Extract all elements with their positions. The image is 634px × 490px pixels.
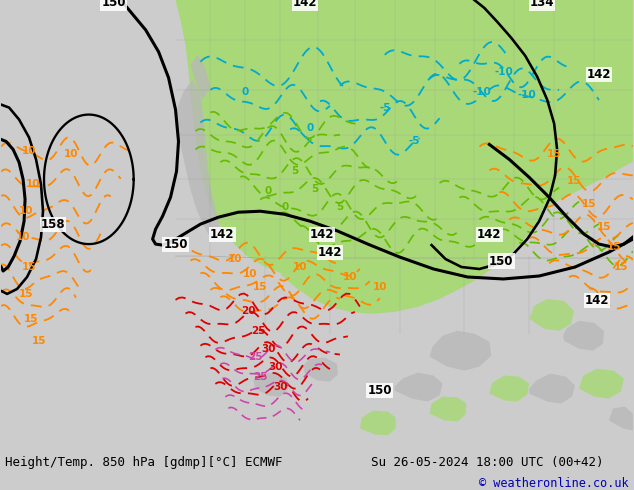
Polygon shape (303, 358, 338, 382)
Text: 15: 15 (24, 314, 38, 324)
Polygon shape (176, 80, 221, 241)
Text: 10: 10 (373, 282, 387, 292)
Text: © weatheronline.co.uk: © weatheronline.co.uk (479, 477, 629, 490)
Text: 142: 142 (585, 294, 609, 307)
Text: 15: 15 (567, 176, 581, 186)
Polygon shape (489, 376, 529, 401)
Polygon shape (280, 209, 542, 314)
Text: 10: 10 (22, 147, 36, 156)
Text: 142: 142 (586, 68, 611, 81)
Text: 10: 10 (293, 262, 307, 272)
Polygon shape (430, 331, 491, 370)
Text: 20: 20 (241, 306, 256, 316)
Text: 0: 0 (264, 186, 272, 196)
Polygon shape (190, 55, 210, 99)
Text: 25: 25 (248, 352, 262, 362)
Text: 150: 150 (368, 384, 392, 397)
Polygon shape (253, 372, 288, 396)
Text: 25: 25 (253, 371, 268, 382)
Text: -10: -10 (472, 87, 491, 97)
Polygon shape (609, 407, 633, 430)
Polygon shape (430, 396, 467, 421)
Text: -10: -10 (495, 67, 514, 77)
Text: 142: 142 (293, 0, 317, 9)
Polygon shape (563, 321, 604, 351)
Polygon shape (529, 299, 574, 331)
Text: Su 26-05-2024 18:00 UTC (00+42): Su 26-05-2024 18:00 UTC (00+42) (371, 456, 604, 469)
Text: 30: 30 (273, 382, 287, 392)
Text: 150: 150 (101, 0, 126, 9)
Text: 142: 142 (310, 228, 334, 241)
Text: 15: 15 (22, 262, 36, 272)
Text: 10: 10 (228, 254, 243, 264)
Text: 10: 10 (16, 232, 30, 242)
Text: 142: 142 (318, 245, 342, 259)
Polygon shape (529, 373, 575, 404)
Text: 10: 10 (342, 272, 357, 282)
Text: 15: 15 (253, 282, 268, 292)
Text: 15: 15 (582, 199, 596, 209)
Text: 30: 30 (261, 343, 275, 354)
Text: 158: 158 (41, 218, 65, 231)
Text: 15: 15 (607, 242, 621, 252)
Polygon shape (579, 368, 624, 398)
Text: 5: 5 (336, 202, 344, 212)
Text: 10: 10 (26, 179, 41, 189)
Text: -10: -10 (518, 90, 536, 99)
Text: 142: 142 (477, 228, 501, 241)
Text: 10: 10 (243, 269, 257, 279)
Text: 25: 25 (251, 326, 266, 336)
Text: 15: 15 (614, 262, 628, 272)
Text: 10: 10 (19, 206, 34, 216)
Text: 15: 15 (32, 336, 46, 346)
Text: 134: 134 (530, 0, 554, 9)
Text: 15: 15 (19, 289, 34, 299)
Text: -5: -5 (409, 137, 420, 147)
Text: 30: 30 (268, 362, 282, 371)
Polygon shape (176, 0, 633, 282)
Text: 0: 0 (242, 87, 249, 97)
Text: -5: -5 (379, 102, 391, 113)
Text: 15: 15 (547, 149, 561, 159)
Polygon shape (360, 411, 396, 436)
Text: 142: 142 (210, 228, 235, 241)
Text: 10: 10 (63, 149, 78, 159)
Text: Height/Temp. 850 hPa [gdmp][°C] ECMWF: Height/Temp. 850 hPa [gdmp][°C] ECMWF (5, 456, 283, 469)
Polygon shape (395, 372, 443, 401)
Text: 0: 0 (306, 122, 314, 132)
Text: 15: 15 (597, 222, 611, 232)
Text: 0: 0 (281, 202, 288, 212)
Text: 5: 5 (292, 167, 299, 176)
Text: 150: 150 (489, 254, 514, 268)
Text: 5: 5 (311, 184, 319, 195)
Text: 150: 150 (164, 238, 188, 250)
